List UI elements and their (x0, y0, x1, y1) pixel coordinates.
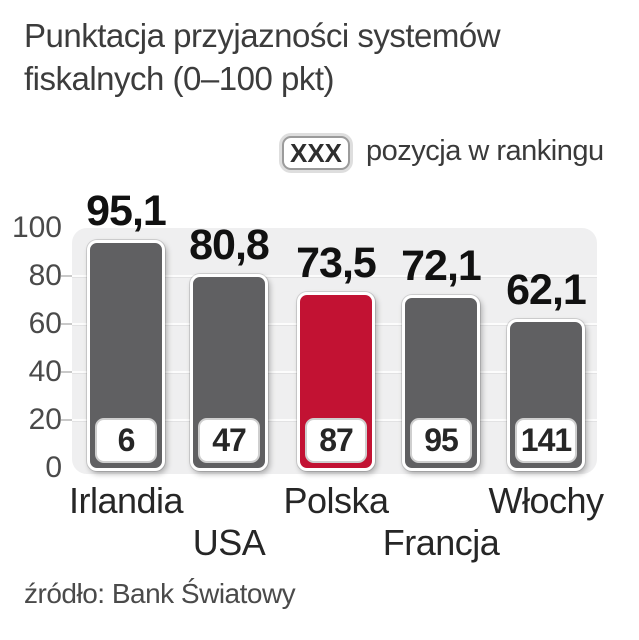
rank-badge-polska: 87 (305, 417, 367, 463)
legend-rank-label: pozycja w rankingu (366, 135, 604, 167)
rank-badge-usa: 47 (198, 417, 260, 463)
rank-badge-francja: 95 (410, 417, 472, 463)
rank-badge-wlochy: 141 (515, 417, 577, 463)
chart-title: Punktacja przyjazności systemów fiskalny… (24, 17, 501, 97)
y-axis-tick-mark (61, 275, 72, 277)
rank-badge-irlandia: 6 (95, 417, 157, 463)
y-axis-tick-label: 20 (28, 403, 62, 436)
value-label-usa: 80,8 (189, 221, 270, 270)
bar-polska: 87 (297, 291, 375, 471)
y-axis-tick-label: 40 (28, 355, 62, 388)
bar-francja: 95 (402, 294, 480, 471)
y-axis-tick-label: 0 (45, 451, 62, 484)
y-axis-tick-label: 100 (11, 211, 62, 244)
source-note: źródło: Bank Światowy (24, 578, 296, 609)
bar-wlochy: 141 (507, 318, 585, 471)
legend-rank-badge: XXX (282, 136, 350, 170)
gridline (72, 275, 597, 277)
x-label-polska: Polska (283, 480, 389, 521)
x-label-usa: USA (192, 522, 266, 563)
value-label-francja: 72,1 (401, 241, 482, 290)
x-label-wlochy: Włochy (488, 480, 604, 521)
bar-irlandia: 6 (87, 239, 165, 471)
x-label-irlandia: Irlandia (68, 480, 184, 521)
y-axis-tick-label: 60 (28, 307, 62, 340)
value-label-irlandia: 95,1 (86, 186, 167, 235)
y-axis-tick-mark (61, 323, 72, 325)
y-axis-tick-mark (61, 419, 72, 421)
bar-usa: 47 (190, 274, 268, 471)
y-axis-tick-label: 80 (28, 259, 62, 292)
y-axis-tick-mark (61, 371, 72, 373)
value-label-polska: 73,5 (296, 238, 377, 287)
x-label-francja: Francja (382, 522, 500, 563)
value-label-wlochy: 62,1 (506, 265, 587, 314)
